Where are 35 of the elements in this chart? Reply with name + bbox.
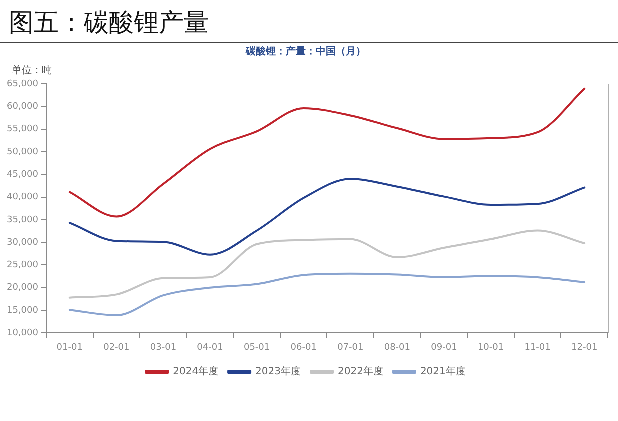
x-tick-label: 08-01	[384, 342, 411, 353]
line-series	[68, 178, 586, 256]
y-tick-label: 45,000	[6, 170, 39, 180]
line-series	[68, 88, 586, 218]
y-tick-label: 55,000	[6, 124, 39, 135]
legend-label: 2021年度	[420, 366, 466, 378]
legend-label: 2023年度	[256, 366, 302, 378]
x-tick-label: 10-01	[478, 342, 504, 353]
x-tick-label: 03-01	[150, 342, 177, 353]
y-axis-title: 单位：吨	[12, 64, 52, 77]
x-tick-label: 04-01	[197, 342, 224, 353]
x-tick-label: 05-01	[244, 342, 270, 353]
x-tick-label: 06-01	[290, 342, 317, 353]
legend-label: 2024年度	[173, 366, 219, 378]
y-tick-label: 20,000	[6, 283, 39, 294]
y-tick-label: 40,000	[6, 192, 39, 203]
y-tick-label: 65,000	[6, 79, 39, 90]
x-tick-label: 02-01	[104, 342, 130, 353]
line-series	[68, 272, 586, 317]
x-tick-label: 12-01	[572, 342, 598, 353]
y-tick-label: 60,000	[6, 102, 39, 112]
x-tick-label: 07-01	[338, 342, 364, 353]
y-tick-label: 25,000	[6, 260, 39, 271]
x-tick-label: 11-01	[524, 342, 551, 353]
y-tick-label: 50,000	[6, 147, 39, 158]
chart-subtitle: 碳酸锂：产量：中国（月）	[245, 46, 366, 58]
chart-title: 图五：碳酸锂产量	[9, 8, 209, 38]
y-tick-label: 30,000	[6, 238, 39, 248]
line-series	[68, 230, 586, 299]
y-tick-label: 15,000	[6, 306, 39, 316]
legend-label: 2022年度	[338, 366, 384, 378]
x-tick-label: 09-01	[431, 342, 458, 353]
y-tick-label: 10,000	[6, 328, 39, 339]
x-tick-label: 01-01	[56, 342, 83, 353]
y-tick-label: 35,000	[6, 215, 39, 226]
